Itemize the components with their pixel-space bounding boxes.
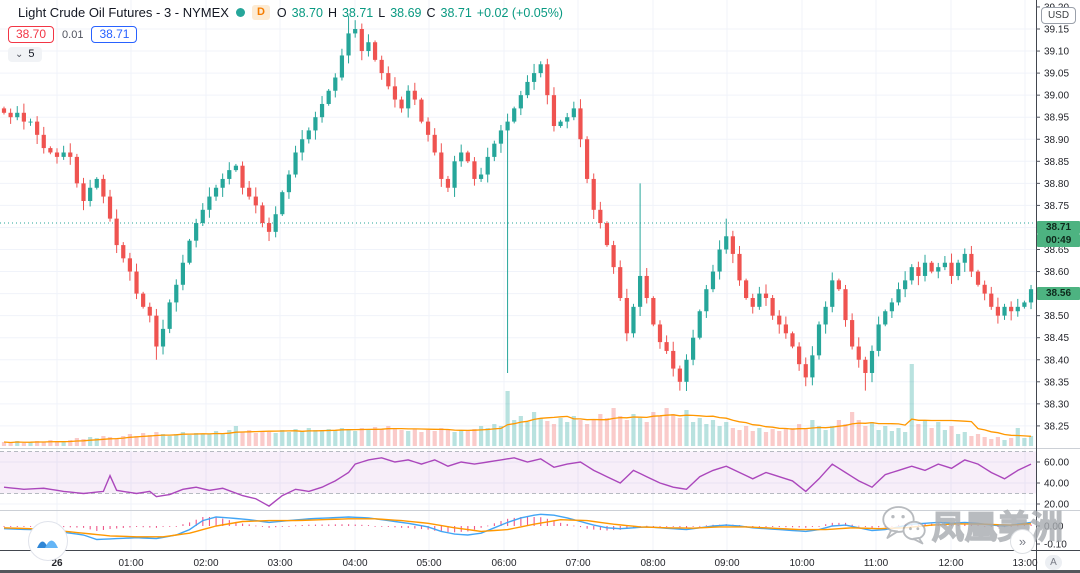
watermark-text: 凤凰美洲 — [931, 508, 1065, 546]
macd-pane — [3, 513, 1032, 541]
currency-button[interactable]: USD — [1041, 7, 1076, 24]
broker-logo-button[interactable] — [28, 521, 68, 561]
svg-text:38.40: 38.40 — [1044, 355, 1069, 366]
open-label: O — [276, 5, 287, 20]
svg-text:03:00: 03:00 — [267, 558, 292, 569]
spread-value: 0.01 — [62, 28, 84, 41]
svg-text:11:00: 11:00 — [864, 558, 889, 569]
watermark: 凤凰美洲 — [880, 502, 1064, 548]
symbol-title: Light Crude Oil Futures - 3 - NYMEX — [18, 5, 229, 20]
bar-count-dropdown[interactable]: ⌄ 5 — [8, 47, 42, 62]
grid — [0, 0, 1036, 550]
last-close-price-tag: 38.71 — [1037, 221, 1080, 235]
svg-text:20.00: 20.00 — [1044, 500, 1069, 511]
data-status-icon — [235, 8, 245, 17]
volume-series — [1, 364, 1034, 446]
svg-text:05:00: 05:00 — [416, 558, 441, 569]
oscillator-line — [3, 457, 1032, 507]
bar-count-value: 5 — [28, 48, 35, 60]
change-value: +0.02 (+0.05%) — [476, 5, 563, 20]
high-value: 38.71 — [341, 5, 374, 20]
close-label: C — [426, 5, 436, 20]
wechat-icon — [882, 506, 926, 545]
svg-text:08:00: 08:00 — [640, 558, 665, 569]
svg-text:38.85: 38.85 — [1044, 157, 1069, 168]
macd-axis-labels: 0.00 -0.10 — [1036, 522, 1067, 551]
auto-scale-button[interactable]: A — [1045, 555, 1062, 570]
svg-text:38.45: 38.45 — [1044, 333, 1069, 344]
svg-text:02:00: 02:00 — [193, 558, 218, 569]
svg-text:38.50: 38.50 — [1044, 311, 1069, 322]
svg-text:10:00: 10:00 — [789, 558, 814, 569]
sell-button[interactable]: 38.70 — [8, 26, 55, 43]
volume-ma — [3, 414, 1032, 444]
oscillator-axis-labels: 60.00 40.00 20.00 — [1036, 458, 1069, 511]
svg-text:38.65: 38.65 — [1044, 245, 1069, 256]
svg-text:39.10: 39.10 — [1044, 47, 1069, 58]
svg-text:39.05: 39.05 — [1044, 69, 1069, 80]
chevron-down-icon: ⌄ — [15, 49, 24, 60]
svg-text:12:00: 12:00 — [938, 558, 963, 569]
svg-text:38.95: 38.95 — [1044, 113, 1069, 124]
svg-text:13:00: 13:00 — [1012, 558, 1037, 569]
svg-text:39.15: 39.15 — [1044, 25, 1069, 36]
svg-text:04:00: 04:00 — [342, 558, 367, 569]
svg-text:38.25: 38.25 — [1044, 421, 1069, 432]
svg-text:38.80: 38.80 — [1044, 179, 1069, 190]
buy-button[interactable]: 38.71 — [91, 26, 138, 43]
svg-text:38.35: 38.35 — [1044, 377, 1069, 388]
high-label: H — [327, 5, 337, 20]
svg-text:-0.10: -0.10 — [1044, 540, 1067, 551]
order-panel: 38.70 0.01 38.71 — [8, 26, 138, 43]
svg-text:01:00: 01:00 — [118, 558, 143, 569]
candlestick-series — [1, 15, 1034, 391]
close-value: 38.71 — [440, 5, 472, 20]
open-value: 38.70 — [291, 5, 323, 20]
mountain-logo-icon — [37, 540, 58, 548]
svg-text:39.00: 39.00 — [1044, 91, 1069, 102]
bar-countdown-tag: 00:49 — [1037, 234, 1080, 248]
svg-text:38.30: 38.30 — [1044, 399, 1069, 410]
svg-text:06:00: 06:00 — [491, 558, 516, 569]
low-value: 38.69 — [390, 5, 422, 20]
price-axis-labels: 39.2039.1539.1039.0539.0038.9538.9038.85… — [1036, 2, 1069, 432]
svg-text:26: 26 — [51, 558, 63, 569]
oscillator-band — [0, 451, 1036, 494]
bottom-border — [0, 570, 1080, 573]
current-price-tag: 38.56 — [1037, 287, 1080, 301]
svg-text:09:00: 09:00 — [714, 558, 739, 569]
ohlc-readout: O 38.70 H 38.71 L 38.69 C 38.71 +0.02 (+0.05… — [277, 6, 563, 20]
time-axis-labels: 26 01:00 02:00 03:00 04:00 05:00 06:00 07:00 08:… — [51, 558, 1038, 569]
svg-text:38.75: 38.75 — [1044, 201, 1069, 212]
interval-badge[interactable]: D — [251, 5, 270, 20]
collapse-pane-button[interactable]: » — [1010, 529, 1035, 554]
low-label: L — [378, 5, 386, 20]
svg-text:38.60: 38.60 — [1044, 267, 1069, 278]
svg-text:0.00: 0.00 — [1044, 522, 1064, 533]
svg-text:07:00: 07:00 — [565, 558, 590, 569]
svg-text:38.90: 38.90 — [1044, 135, 1069, 146]
svg-text:40.00: 40.00 — [1044, 479, 1069, 490]
svg-text:60.00: 60.00 — [1044, 458, 1069, 469]
